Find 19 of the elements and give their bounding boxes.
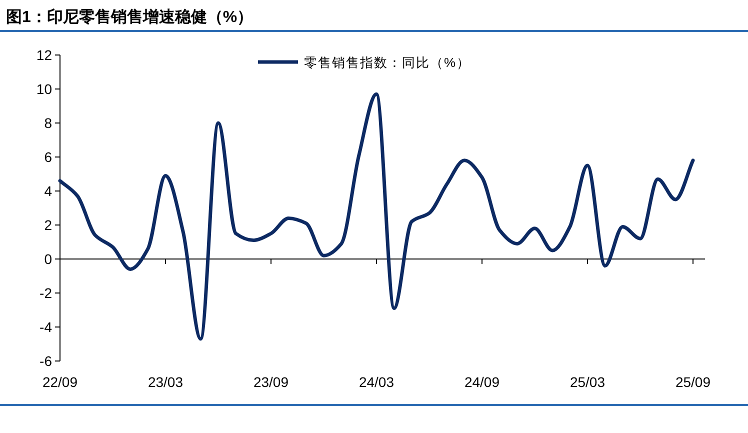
- y-tick-label: -2: [40, 285, 52, 301]
- y-tick-label: 10: [36, 81, 52, 97]
- y-tick-label: 6: [44, 149, 52, 165]
- x-tick-label: 24/09: [464, 374, 500, 390]
- y-tick-label: 0: [44, 251, 52, 267]
- y-tick-label: 2: [44, 217, 52, 233]
- y-tick-label: 12: [36, 47, 52, 63]
- y-tick-label: 4: [44, 183, 52, 199]
- x-tick-label: 23/09: [253, 374, 289, 390]
- y-tick-label: 8: [44, 115, 52, 131]
- x-tick-label: 25/09: [675, 374, 711, 390]
- chart-title: 图1：印尼零售销售增速稳健（%）: [6, 8, 254, 26]
- x-tick-label: 23/03: [148, 374, 184, 390]
- legend-label: 零售销售指数：同比（%）: [304, 55, 471, 70]
- x-tick-label: 22/09: [42, 374, 78, 390]
- y-tick-label: -4: [40, 319, 52, 335]
- x-tick-label: 24/03: [358, 374, 394, 390]
- y-tick-label: -6: [40, 353, 52, 369]
- x-tick-label: 25/03: [570, 374, 606, 390]
